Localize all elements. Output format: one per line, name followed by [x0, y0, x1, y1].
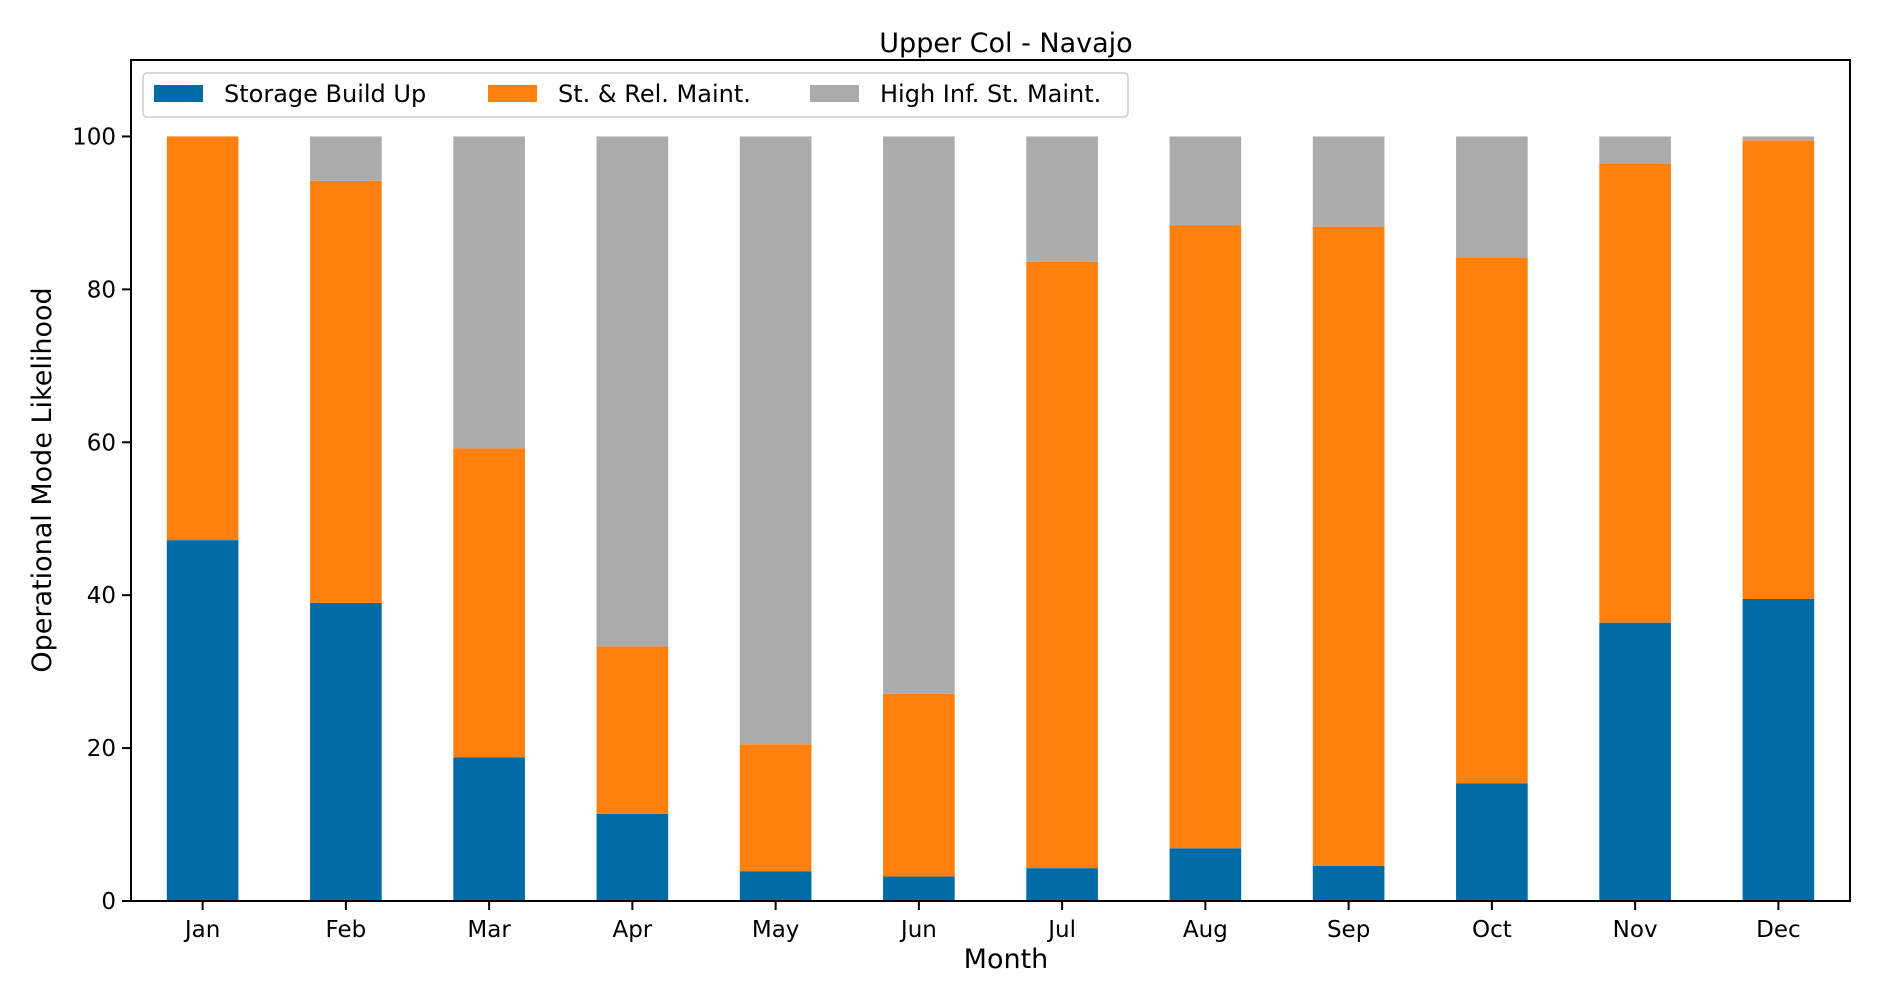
x-tick-label-jan: Jan	[183, 917, 220, 943]
x-tick-label-feb: Feb	[326, 917, 367, 943]
x-tick-label-jul: Jul	[1046, 917, 1076, 943]
x-tick-label-jun: Jun	[899, 917, 937, 943]
bar-may-series-1	[739, 871, 812, 901]
x-tick-label-nov: Nov	[1613, 917, 1658, 943]
bar-mar-series-2	[453, 448, 525, 758]
y-tick-label: 0	[101, 889, 116, 915]
bar-feb-series-1	[310, 602, 382, 901]
bar-jun-series-3	[883, 136, 955, 694]
bar-aug-series-2	[1169, 225, 1242, 849]
x-tick-label-may: May	[752, 917, 800, 943]
bar-may-series-2	[739, 744, 812, 872]
bar-nov-series-1	[1599, 622, 1671, 901]
bar-apr-series-3	[596, 136, 669, 647]
bar-feb-series-3	[310, 136, 382, 181]
legend-label-3: High Inf. St. Maint.	[880, 80, 1101, 108]
chart-title: Upper Col - Navajo	[879, 28, 1132, 59]
bar-sep-series-2	[1312, 226, 1385, 866]
x-tick-label-aug: Aug	[1183, 917, 1228, 943]
y-tick-label: 80	[87, 277, 116, 303]
legend-label-1: Storage Build Up	[224, 80, 426, 108]
bar-oct-series-1	[1456, 783, 1528, 901]
bar-sep-series-1	[1312, 865, 1385, 901]
y-tick-label: 100	[72, 124, 116, 150]
bar-feb-series-2	[310, 180, 382, 603]
bar-aug-series-3	[1169, 136, 1242, 226]
x-axis: Jan Feb Mar Apr May Jun Jul Aug Sep Oct Nov Dec	[183, 901, 1801, 943]
y-axis: 0 20 40 60 80 100	[72, 124, 131, 915]
bar-nov-series-2	[1599, 163, 1671, 623]
bar-mar-series-3	[453, 136, 525, 449]
bar-oct-series-2	[1456, 258, 1528, 784]
bar-jan-series-1	[166, 540, 239, 901]
bar-oct-series-3	[1456, 136, 1528, 259]
x-tick-label-apr: Apr	[612, 917, 652, 943]
x-tick-label-oct: Oct	[1472, 917, 1512, 943]
legend: Storage Build Up St. & Rel. Maint. High In…	[142, 72, 1129, 118]
bar-jul-series-3	[1026, 136, 1098, 262]
bar-mar-series-1	[453, 757, 525, 901]
plot-frame	[130, 59, 1851, 902]
bar-jan-series-2	[166, 136, 239, 541]
bar-sep-series-3	[1312, 136, 1385, 227]
x-tick-label-dec: Dec	[1756, 917, 1801, 943]
legend-label-2: St. & Rel. Maint.	[558, 80, 751, 108]
bar-jun-series-1	[883, 876, 955, 901]
legend-swatch-2	[488, 85, 537, 102]
legend-swatch-3	[810, 85, 859, 102]
y-axis-label: Operational Mode Likelihood	[27, 287, 58, 672]
x-tick-label-mar: Mar	[467, 917, 511, 943]
bars-layer	[166, 136, 1815, 901]
x-tick-label-sep: Sep	[1327, 917, 1370, 943]
bar-apr-series-1	[596, 813, 669, 901]
legend-swatch-1	[154, 85, 203, 102]
bar-jul-series-1	[1026, 868, 1098, 901]
bar-may-series-3	[739, 136, 812, 745]
bar-dec-series-3	[1742, 136, 1815, 141]
bar-jun-series-2	[883, 693, 955, 877]
bar-aug-series-1	[1169, 848, 1242, 901]
bar-apr-series-2	[596, 646, 669, 814]
bar-nov-series-3	[1599, 136, 1671, 164]
x-axis-label: Month	[964, 944, 1049, 975]
y-tick-label: 40	[87, 583, 116, 609]
y-tick-label: 60	[87, 430, 116, 456]
bar-jul-series-2	[1026, 261, 1098, 869]
y-tick-label: 20	[87, 736, 116, 762]
bar-dec-series-1	[1742, 599, 1815, 901]
bar-dec-series-2	[1742, 140, 1815, 600]
legend-box	[142, 72, 1129, 118]
